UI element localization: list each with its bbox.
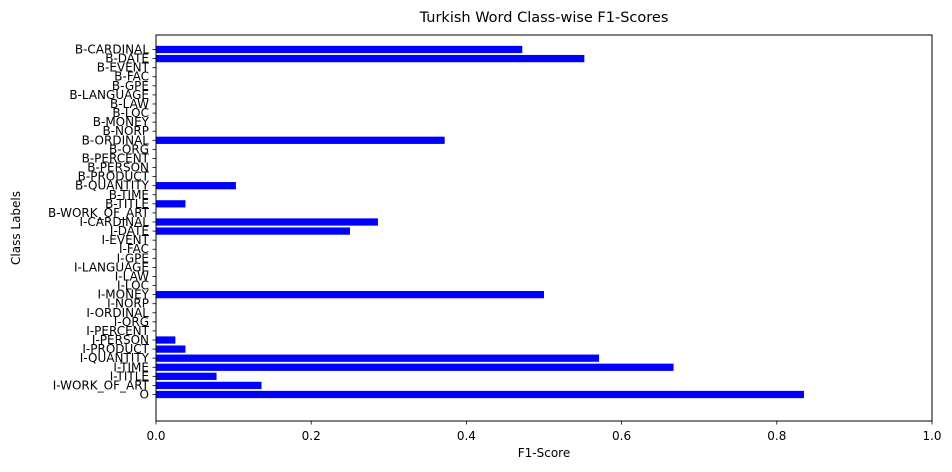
y-tick-label: B-PERSON <box>87 161 149 175</box>
y-tick-label: I-PRODUCT <box>82 342 149 356</box>
bar-i-work-of-art <box>156 381 262 390</box>
y-tick-label: B-QUANTITY <box>75 179 150 193</box>
bar-b-cardinal <box>156 45 523 54</box>
x-tick-label: 0.8 <box>767 429 786 443</box>
y-tick-label: B-GPE <box>112 79 149 93</box>
y-tick-label: O <box>140 388 149 402</box>
y-tick-label: B-NORP <box>102 124 149 138</box>
y-tick-label: B-MONEY <box>93 115 150 129</box>
y-tick-label: B-EVENT <box>97 61 150 75</box>
y-tick-label: B-ORG <box>109 142 149 156</box>
x-tick-label: 0.6 <box>612 429 631 443</box>
x-tick-label: 0.4 <box>457 429 476 443</box>
bar-b-title <box>156 200 186 208</box>
y-tick-label: I-GPE <box>117 251 149 265</box>
bars-group <box>156 45 804 399</box>
y-tick-label: I-DATE <box>110 224 149 238</box>
y-tick-label: I-WORK_OF_ART <box>53 378 150 392</box>
y-tick-label: I-TIME <box>113 360 149 374</box>
y-tick-label: I-ORDINAL <box>86 306 149 320</box>
bar-i-title <box>156 372 217 380</box>
y-tick-label: B-WORK_OF_ART <box>48 206 150 220</box>
y-tick-label: B-LAW <box>110 97 149 111</box>
y-tick-label: B-LOC <box>112 106 149 120</box>
bar-i-time <box>156 363 674 371</box>
y-tick-label: I-PERSON <box>92 333 149 347</box>
y-axis-label: Class Labels <box>9 191 23 265</box>
y-tick-label: B-ORDINAL <box>82 133 150 147</box>
y-tick-label: B-CARDINAL <box>75 43 149 57</box>
axes-frame <box>155 34 933 422</box>
y-tick-label: I-FAC <box>119 242 149 256</box>
y-tick-label: I-MONEY <box>97 288 149 302</box>
y-tick-label: I-EVENT <box>101 233 149 247</box>
y-tick-label: I-NORP <box>107 297 149 311</box>
bar-i-quantity <box>156 354 600 362</box>
x-axis-ticks: 0.0 0.2 0.4 0.6 0.8 1.0 <box>146 421 942 443</box>
y-tick-label: B-PERCENT <box>82 151 150 165</box>
y-tick-label: B-PRODUCT <box>78 170 150 184</box>
y-tick-label: B-DATE <box>105 52 149 66</box>
bar-i-cardinal <box>156 218 378 226</box>
bar-i-money <box>156 291 544 299</box>
x-tick-label: 1.0 <box>922 429 941 443</box>
x-tick-label: 0.2 <box>302 429 321 443</box>
y-tick-label: B-FAC <box>114 70 149 84</box>
y-axis-ticks: OI-WORK_OF_ARTI-TITLEI-TIMEI-QUANTITYI-P… <box>48 43 156 402</box>
y-tick-label: I-ORG <box>114 315 149 329</box>
bar-b-ordinal <box>156 136 445 144</box>
y-tick-label: I-TITLE <box>110 369 149 383</box>
y-tick-label: I-LANGUAGE <box>74 260 149 274</box>
x-tick-label: 0.0 <box>146 429 165 443</box>
bar-b-date <box>156 54 585 63</box>
bar-i-person <box>156 336 176 344</box>
chart-title: Turkish Word Class-wise F1-Scores <box>419 10 669 26</box>
y-tick-label: B-LANGUAGE <box>69 88 149 102</box>
y-tick-label: I-PERCENT <box>86 324 149 338</box>
y-tick-label: I-QUANTITY <box>80 351 150 365</box>
y-tick-label: I-LOC <box>117 279 149 293</box>
y-tick-label: I-CARDINAL <box>80 215 150 229</box>
bar-b-quantity <box>156 182 236 190</box>
bar-o <box>156 390 804 399</box>
y-tick-label: I-LAW <box>115 269 149 283</box>
bar-i-date <box>156 227 350 235</box>
y-tick-label: B-TIME <box>109 188 149 202</box>
bar-i-product <box>156 345 186 353</box>
x-axis-label: F1-Score <box>518 446 570 460</box>
y-tick-label: B-TITLE <box>105 197 149 211</box>
